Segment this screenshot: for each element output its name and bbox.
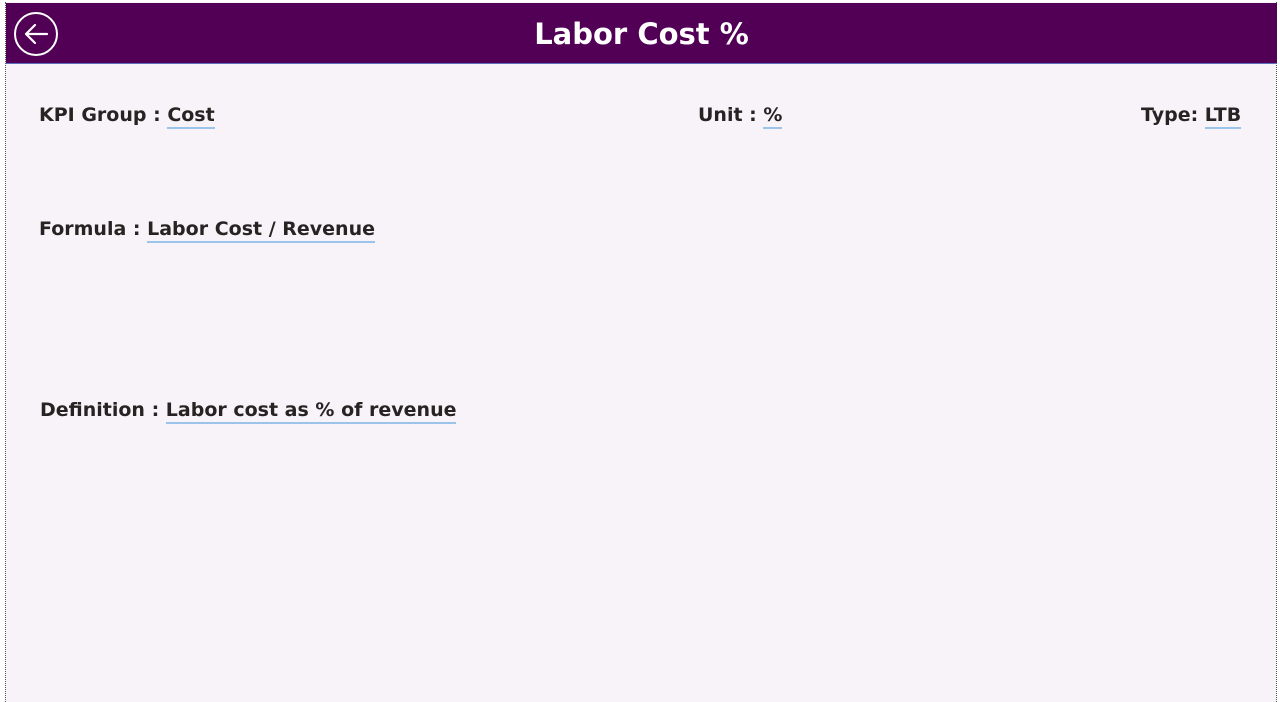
back-button[interactable] (14, 12, 58, 56)
unit-value: % (763, 104, 783, 129)
definition-label: Definition : (40, 399, 166, 421)
definition-value: Labor cost as % of revenue (165, 399, 457, 424)
formula-field: Formula : Labor Cost / Revenue (39, 218, 375, 243)
definition-field: Definition : Labor cost as % of revenue (40, 399, 457, 424)
formula-label: Formula : (39, 218, 148, 240)
type-field: Type: LTB (1141, 104, 1242, 129)
type-value: LTB (1204, 104, 1242, 129)
page-title: Labor Cost % (534, 17, 749, 51)
back-arrow-icon (24, 23, 49, 45)
kpi-group-value: Cost (167, 104, 215, 129)
kpi-group-field: KPI Group : Cost (39, 104, 215, 129)
formula-value: Labor Cost / Revenue (147, 218, 375, 243)
unit-label: Unit : (698, 104, 764, 126)
page-canvas (5, 2, 1277, 702)
unit-field: Unit : % (698, 104, 783, 129)
type-label: Type: (1141, 104, 1205, 126)
kpi-group-label: KPI Group : (39, 104, 168, 126)
header-bar: Labor Cost % (6, 3, 1277, 64)
